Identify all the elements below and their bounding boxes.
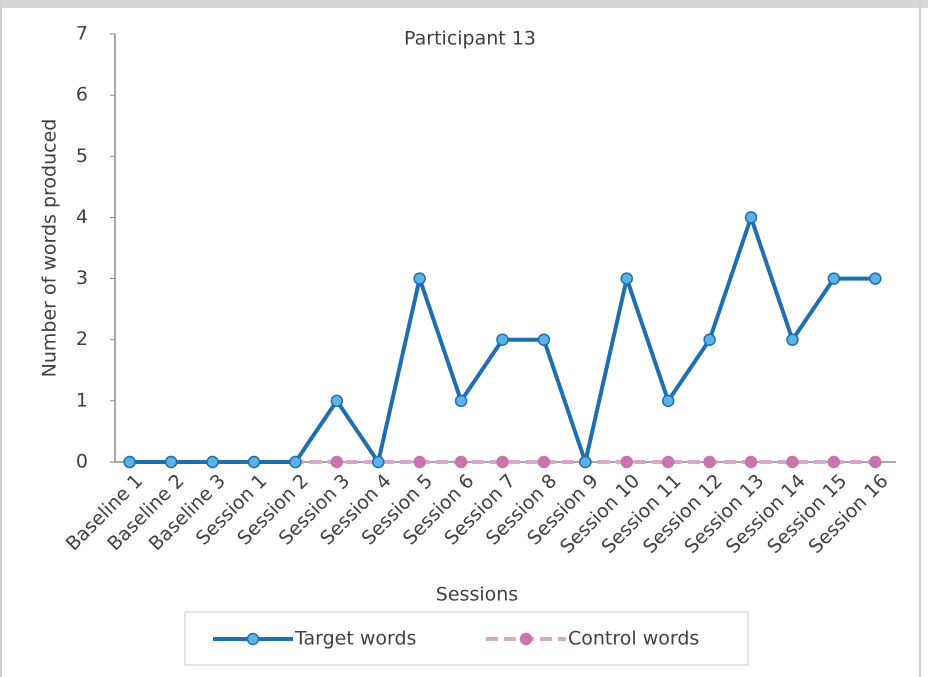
y-tick-label: 3 [76,267,88,289]
marker [413,272,426,285]
legend-label: Control words [568,628,699,650]
marker [206,455,219,469]
top-bar [0,0,928,8]
marker [164,455,178,469]
marker [744,455,758,469]
y-tick-label: 5 [76,145,88,167]
marker [454,394,468,408]
y-tick-label: 0 [76,451,88,473]
marker [247,455,261,469]
marker [786,333,799,346]
marker [869,455,882,469]
chart-title: Participant 13 [404,28,536,50]
y-tick-label: 1 [76,389,88,411]
y-tick-label: 2 [76,328,88,350]
marker [289,455,302,469]
marker [330,394,344,408]
y-axis-title: Number of words produced [39,119,61,378]
marker [123,455,136,469]
y-tick-label: 6 [76,84,88,106]
marker [579,455,592,469]
legend-marker [246,632,260,646]
y-tick-label: 7 [76,23,88,45]
marker [661,394,675,408]
marker [869,272,882,285]
marker [496,455,509,469]
legend-label: Target words [294,628,416,650]
marker [537,333,551,346]
marker [620,455,634,469]
marker [744,211,758,224]
marker [371,455,385,469]
marker [703,455,716,469]
marker [496,333,509,346]
marker [620,272,634,285]
marker [537,455,551,469]
y-tick-label: 4 [76,206,88,228]
marker [827,455,841,469]
marker [413,455,426,469]
x-axis-title: Sessions [436,584,518,606]
marker [454,455,468,469]
legend-marker [519,632,533,646]
marker [827,272,841,285]
marker [330,455,344,469]
marker [703,333,716,346]
marker [661,455,675,469]
marker [786,455,799,469]
